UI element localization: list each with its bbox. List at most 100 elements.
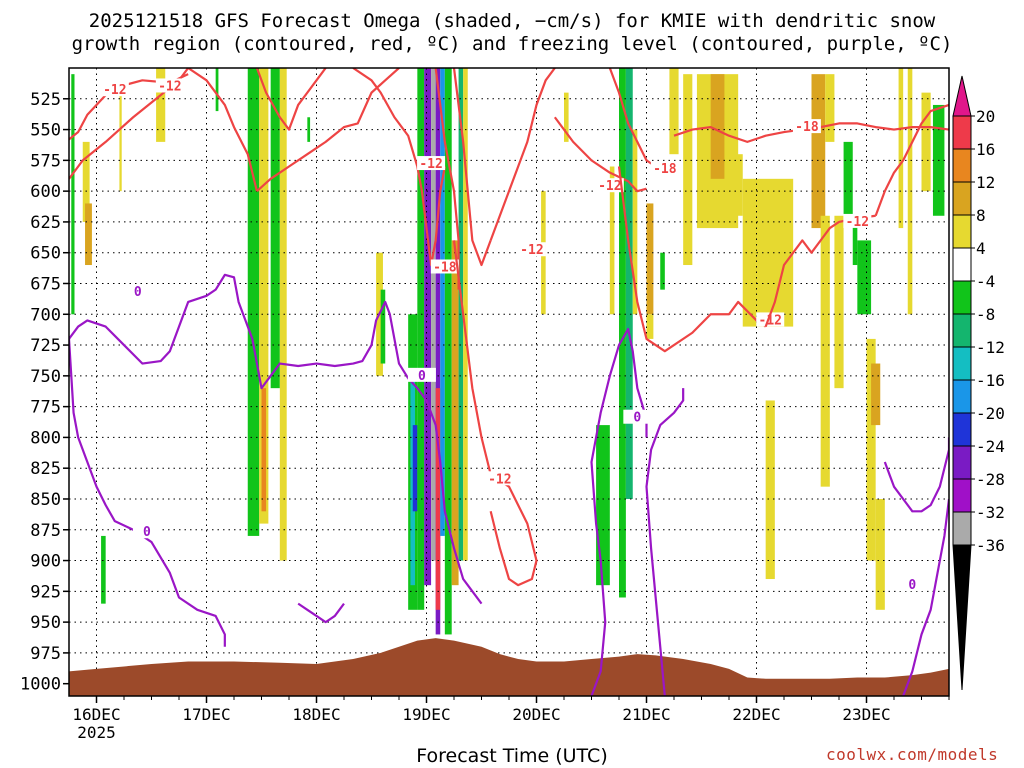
x-tick-label: 19DEC (402, 705, 450, 724)
omega-cell (85, 203, 92, 266)
y-tick-label: 825 (30, 459, 61, 479)
omega-cell (619, 68, 626, 598)
freezing-level-contour (645, 388, 685, 696)
colorbar-swatch (952, 445, 972, 480)
x-tick-label: 20DEC (512, 705, 560, 724)
snow-growth-label: -18 (433, 260, 457, 275)
snow-growth-label-bg (430, 259, 459, 274)
colorbar-label: -4 (976, 272, 995, 291)
snow-growth-contour (452, 240, 538, 587)
snow-growth-label: -12 (158, 79, 181, 94)
snow-growth-label: -12 (759, 313, 782, 328)
omega-cell (710, 74, 725, 179)
snow-growth-label-bg (155, 78, 184, 93)
snow-growth-label: -18 (795, 120, 819, 135)
y-tick-label: 950 (30, 613, 61, 633)
freezing-level-label: 0 (134, 285, 142, 300)
freezing-level-label-bg (123, 284, 152, 299)
omega-cell (380, 289, 386, 364)
y-tick-label: 525 (30, 90, 61, 110)
x-axis-label: Forecast Time (UTC) (416, 745, 608, 767)
terrain-surface (69, 638, 949, 696)
omega-cell (907, 68, 913, 315)
snow-growth-label: -12 (598, 179, 621, 194)
freezing-level-contour (69, 273, 410, 390)
chart-title-line2: growth region (contoured, red, ºC) and f… (71, 33, 953, 55)
omega-cell (279, 68, 287, 561)
freezing-level-label-bg (898, 577, 927, 592)
omega-cell (765, 400, 775, 580)
omega-cell (852, 215, 858, 266)
x-tick-label: 21DEC (622, 705, 670, 724)
snow-growth-contour (617, 166, 767, 353)
omega-cell (733, 154, 743, 216)
freezing-level-label: 0 (143, 525, 151, 540)
colorbar-label: 20 (976, 107, 995, 126)
colorbar-swatch (952, 511, 972, 546)
snow-growth-label: -12 (520, 243, 543, 258)
colorbar-swatch (952, 412, 972, 447)
snow-growth-label: -12 (846, 215, 869, 230)
omega-cell (660, 252, 665, 290)
freezing-level-label-bg (132, 524, 161, 539)
y-tick-label: 700 (30, 305, 61, 325)
y-tick-label: 875 (30, 521, 61, 541)
y-tick-label: 650 (30, 244, 61, 264)
omega-cell (259, 68, 269, 524)
x-tick-sublabel: 2025 (77, 723, 116, 742)
snow-growth-label: -12 (488, 472, 511, 487)
colorbar-label: 8 (976, 206, 986, 225)
omega-cell (451, 240, 459, 586)
colorbar-swatch (952, 148, 972, 183)
snow-growth-label-bg (595, 178, 624, 193)
snow-growth-label: -12 (103, 83, 126, 98)
snow-growth-contour (452, 68, 492, 267)
y-tick-label: 775 (30, 398, 61, 418)
omega-cell (435, 68, 441, 635)
colorbar-swatch (952, 247, 972, 282)
omega-cell (564, 92, 569, 142)
omega-cell (596, 425, 610, 586)
freezing-level-label: 0 (908, 578, 916, 593)
y-tick-label: 550 (30, 121, 61, 141)
freezing-level-contour (883, 437, 949, 513)
chart-title-line1: 2025121518 GFS Forecast Omega (shaded, −… (88, 10, 936, 32)
y-tick-label: 1000 (20, 675, 61, 695)
snow-growth-contour (434, 68, 460, 290)
snow-growth-label-bg (485, 471, 514, 486)
y-tick-label: 925 (30, 582, 61, 602)
y-tick-label: 625 (30, 213, 61, 233)
y-tick-label: 900 (30, 552, 61, 572)
snow-growth-contour (255, 68, 327, 131)
omega-cell (646, 314, 654, 339)
omega-cell (820, 215, 830, 487)
snow-growth-label-bg (792, 119, 821, 134)
omega-cell (625, 68, 633, 499)
omega-cell (440, 68, 445, 536)
colorbar-label: -12 (976, 338, 1005, 357)
omega-cell (412, 425, 418, 512)
omega-cell (424, 68, 432, 586)
snow-growth-contour (187, 68, 258, 192)
x-tick-label: 18DEC (292, 705, 340, 724)
snow-growth-label: -18 (653, 162, 677, 177)
omega-cell (119, 92, 122, 192)
colorbar-label: -24 (976, 437, 1005, 456)
colorbar-swatch (952, 214, 972, 249)
x-tick-label: 16DEC (72, 705, 120, 724)
snow-growth-label-bg (517, 242, 546, 257)
snow-growth-label-bg (843, 213, 872, 228)
omega-cell (247, 68, 260, 536)
omega-cell (632, 129, 638, 315)
omega-cell (683, 74, 693, 266)
colorbar-swatch (952, 346, 972, 381)
x-tick-label: 17DEC (182, 705, 230, 724)
freezing-level-label: 0 (633, 411, 641, 426)
omega-cell (156, 68, 166, 142)
snow-growth-label: -12 (419, 157, 442, 172)
omega-cell (898, 68, 904, 229)
omega-cell (270, 68, 280, 389)
omega-cell (609, 166, 615, 315)
freezing-level-label-bg (623, 409, 652, 424)
